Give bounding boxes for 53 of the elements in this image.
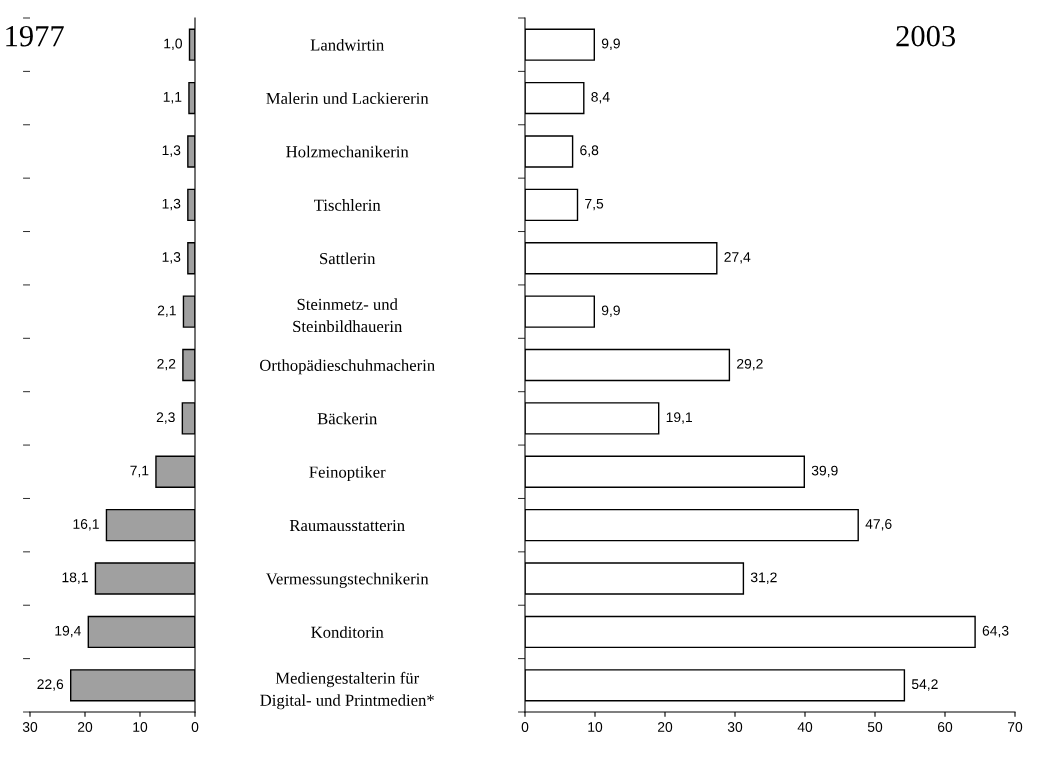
- y-tick-label: Raumausstatterin: [289, 519, 405, 532]
- data-label: 31,2: [750, 572, 777, 584]
- data-label: 7,5: [585, 198, 604, 211]
- data-label: 1,1: [163, 92, 182, 104]
- data-label: 18,1: [62, 572, 88, 584]
- data-label: 39,9: [811, 465, 838, 478]
- y-tick-label: Malerin und Lackiererin: [266, 92, 429, 105]
- x-tick-label: 70: [1007, 722, 1023, 732]
- y-tick-label: Orthopädieschuhmacherin: [259, 359, 435, 375]
- chart-title: 2003: [896, 25, 956, 47]
- x-tick-label: 40: [797, 722, 813, 732]
- x-tick-label: 50: [867, 722, 883, 732]
- x-tick-label: 20: [657, 722, 673, 732]
- data-label: 2,3: [156, 412, 175, 424]
- y-tick-label: Steinmetz- und Steinbildhauerin: [293, 298, 403, 333]
- data-label: 2,1: [157, 305, 176, 317]
- y-tick-label: Landwirtin: [310, 38, 384, 51]
- data-label: 47,6: [865, 519, 892, 531]
- y-tick-label: Vermessungstechnikerin: [265, 572, 429, 588]
- data-label: 64,3: [982, 625, 1009, 638]
- data-label: 22,6: [37, 679, 64, 691]
- data-label: 6,8: [580, 145, 599, 157]
- chart-title: 1977: [6, 25, 64, 47]
- data-label: 1,3: [162, 198, 181, 211]
- data-label: 7,1: [130, 465, 149, 478]
- data-label: 1,3: [162, 145, 181, 157]
- data-label: 27,4: [724, 252, 751, 264]
- data-label: 8,4: [591, 91, 610, 104]
- data-label: 16,1: [73, 519, 99, 531]
- y-tick-label: Tischlerin: [314, 199, 381, 211]
- y-tick-label: Bäckerin: [317, 412, 378, 425]
- data-label: 1,3: [162, 252, 181, 264]
- y-tick-label: Mediengestalterin für Digital- und Printmedien*: [260, 671, 434, 710]
- data-label: 1,0: [164, 38, 183, 51]
- data-label: 9,9: [601, 305, 620, 317]
- x-tick-label: 30: [22, 722, 38, 732]
- x-tick-label: 10: [133, 722, 148, 732]
- data-label: 29,2: [737, 358, 763, 371]
- y-tick-label: Konditorin: [311, 626, 384, 638]
- y-tick-label: Holzmechanikerin: [286, 145, 409, 158]
- y-tick-label: Sattlerin: [320, 252, 376, 265]
- x-tick-label: 0: [191, 722, 199, 732]
- x-tick-label: 10: [588, 722, 603, 732]
- data-label: 19,1: [666, 412, 692, 424]
- y-tick-label: Feinoptiker: [309, 465, 386, 482]
- data-label: 9,9: [601, 38, 620, 51]
- x-tick-label: 30: [727, 722, 743, 732]
- data-label: 54,2: [911, 679, 938, 691]
- x-tick-label: 60: [937, 722, 953, 732]
- data-label: 2,2: [157, 358, 176, 371]
- data-label: 19,4: [55, 625, 81, 638]
- x-tick-label: 0: [521, 722, 529, 732]
- x-tick-label: 20: [77, 722, 93, 732]
